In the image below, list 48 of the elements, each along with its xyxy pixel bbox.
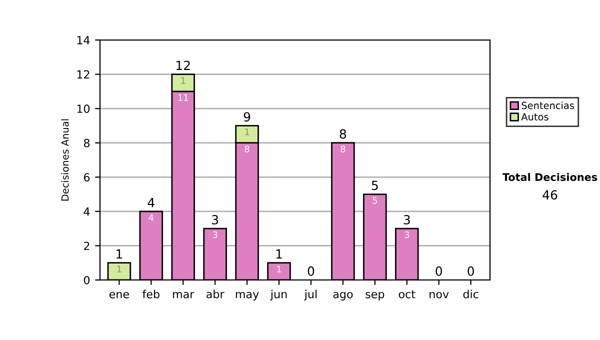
y-tick-label: 12 <box>77 70 90 79</box>
x-tick-label: abr <box>206 290 224 298</box>
total-label: 0 <box>436 266 442 276</box>
total-label: 4 <box>148 198 154 208</box>
x-tick-label: feb <box>142 290 160 298</box>
text: Total Decisiones <box>502 172 598 182</box>
data-label: 5 <box>372 197 377 204</box>
y-tick-label: 8 <box>84 138 90 148</box>
total-label: 3 <box>212 214 218 224</box>
total-label: 0 <box>468 266 474 276</box>
data-label: 1 <box>245 128 250 136</box>
data-label: 4 <box>148 214 154 221</box>
total-label: 1 <box>276 249 282 259</box>
legend-label: Autos <box>521 113 548 120</box>
x-tick-label: may <box>236 292 259 300</box>
y-axis-title: Decisiones Anual <box>61 119 69 201</box>
data-label: 1 <box>117 266 122 272</box>
y-tick-label: 4 <box>84 208 90 216</box>
total-label: 3 <box>404 214 410 224</box>
x-tick-label: mar <box>173 292 194 298</box>
y-tick-label: 10 <box>77 104 90 113</box>
total-label: 0 <box>308 266 314 276</box>
x-tick-label: sep <box>366 292 384 300</box>
y-tick-label: 2 <box>84 242 90 250</box>
data-label: 8 <box>340 146 346 152</box>
data-label: 3 <box>212 231 218 238</box>
total-label: 12 <box>176 60 190 70</box>
y-tick-label: 6 <box>84 173 90 182</box>
data-label: 11 <box>178 94 188 101</box>
x-tick-label: nov <box>430 292 449 298</box>
x-tick-label: ene <box>109 292 129 298</box>
data-label: 1 <box>181 77 186 84</box>
text: 46 <box>542 190 558 200</box>
y-tick-label: 0 <box>84 276 90 284</box>
data-label: 8 <box>244 146 250 152</box>
data-label: 3 <box>404 231 410 238</box>
total-label: 8 <box>340 129 346 139</box>
x-tick-label: oct <box>398 290 416 298</box>
total-label: 1 <box>116 249 122 259</box>
x-tick-label: ago <box>333 292 353 300</box>
data-label: 1 <box>277 266 282 272</box>
x-tick-label: dic <box>463 290 478 298</box>
y-tick-label: 14 <box>77 36 90 44</box>
total-label: 9 <box>244 112 250 122</box>
legend-label: Sentencias <box>522 102 574 110</box>
x-tick-label: jul <box>304 290 317 300</box>
total-label: 5 <box>372 180 378 190</box>
x-tick-label: jun <box>270 290 287 300</box>
